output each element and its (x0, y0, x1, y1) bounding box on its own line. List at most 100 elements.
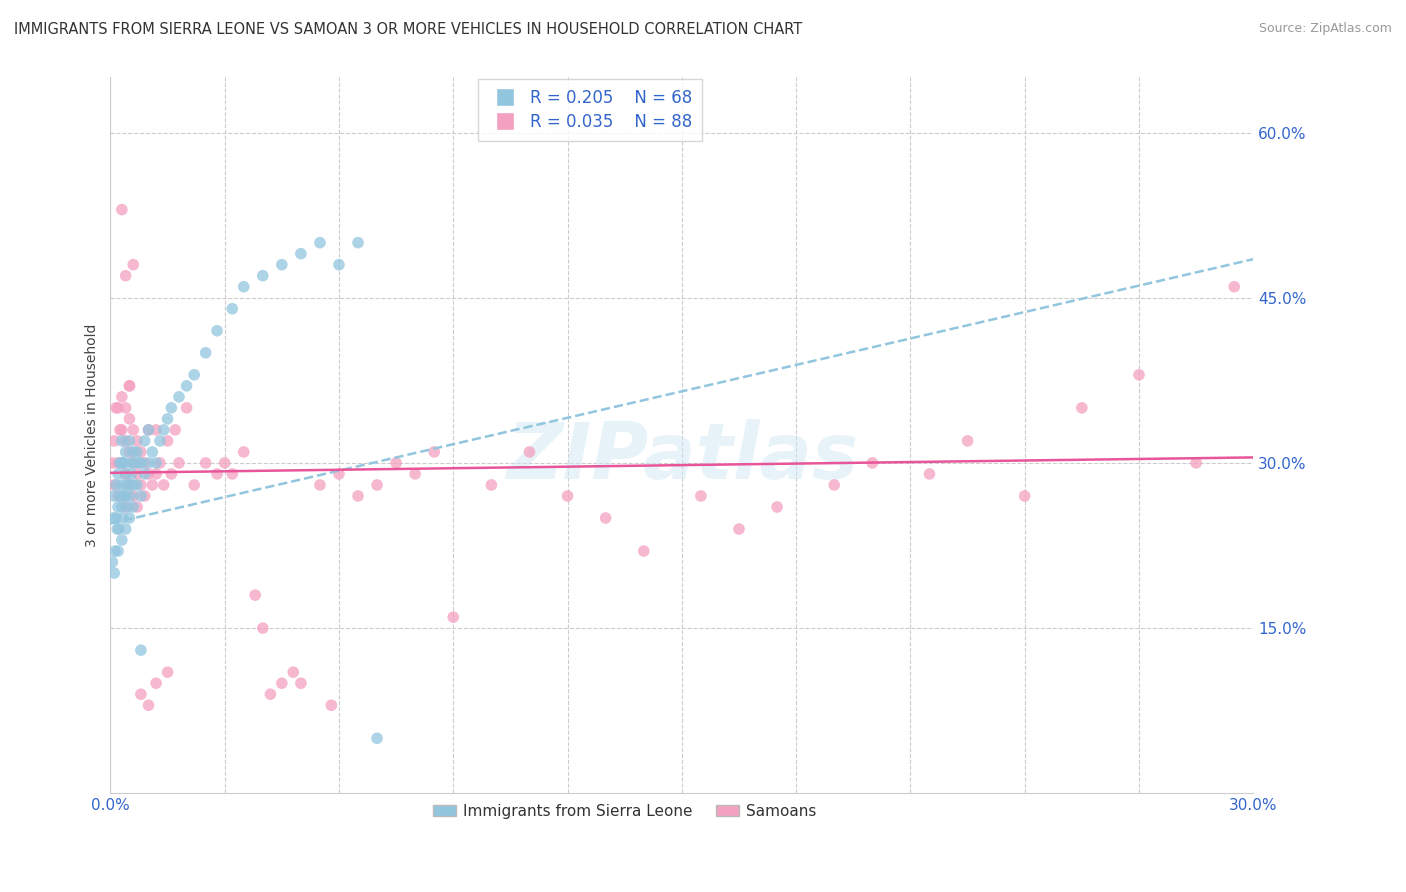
Point (114, 401, 136, 415)
Point (283, 665, 305, 680)
Point (557, 489, 579, 503)
Point (118, 434, 141, 448)
Point (114, 268, 136, 283)
Point (232, 445, 254, 459)
Point (108, 423, 131, 437)
Point (115, 478, 138, 492)
Point (385, 456, 408, 470)
Point (120, 467, 142, 481)
Point (112, 489, 135, 503)
Point (111, 456, 134, 470)
Point (125, 500, 148, 514)
Point (183, 478, 205, 492)
Point (145, 467, 167, 481)
Point (1128, 368, 1150, 382)
Point (160, 401, 183, 415)
Point (176, 379, 198, 393)
Point (114, 489, 136, 503)
Point (152, 478, 174, 492)
Point (111, 202, 134, 217)
Point (221, 301, 243, 316)
Point (122, 258, 145, 272)
Text: ZIPatlas: ZIPatlas (506, 419, 858, 495)
Point (101, 456, 124, 470)
Point (114, 522, 136, 536)
Point (156, 665, 179, 680)
Point (105, 401, 128, 415)
Point (595, 511, 617, 525)
Point (138, 423, 160, 437)
Point (167, 456, 190, 470)
Point (111, 533, 134, 547)
Point (114, 445, 136, 459)
Point (728, 522, 751, 536)
Point (149, 456, 172, 470)
Text: IMMIGRANTS FROM SIERRA LEONE VS SAMOAN 3 OR MORE VEHICLES IN HOUSEHOLD CORRELATI: IMMIGRANTS FROM SIERRA LEONE VS SAMOAN 3… (14, 22, 803, 37)
Point (111, 511, 134, 525)
Point (519, 445, 541, 459)
Point (107, 456, 129, 470)
Point (141, 478, 163, 492)
Point (214, 456, 236, 470)
Point (108, 456, 131, 470)
Point (270, 258, 292, 272)
Point (107, 401, 129, 415)
Point (111, 434, 134, 448)
Point (125, 478, 148, 492)
Point (129, 643, 152, 657)
Point (479, 478, 502, 492)
Point (118, 511, 141, 525)
Point (141, 445, 163, 459)
Point (221, 467, 243, 481)
Point (290, 676, 312, 690)
Point (122, 478, 145, 492)
Point (122, 423, 145, 437)
Point (105, 511, 128, 525)
Point (129, 445, 152, 459)
Point (118, 412, 141, 426)
Point (118, 478, 141, 492)
Point (633, 544, 655, 558)
Point (107, 489, 129, 503)
Point (138, 698, 160, 713)
Point (122, 456, 145, 470)
Point (138, 467, 160, 481)
Point (111, 423, 134, 437)
Point (167, 390, 190, 404)
Point (328, 258, 350, 272)
Point (1014, 489, 1036, 503)
Point (138, 456, 160, 470)
Point (107, 500, 129, 514)
Point (366, 478, 388, 492)
Point (309, 478, 332, 492)
Point (252, 621, 274, 635)
Point (134, 489, 156, 503)
Point (156, 412, 179, 426)
Point (1223, 279, 1246, 293)
Point (107, 467, 129, 481)
Point (101, 555, 124, 569)
Point (118, 445, 141, 459)
Point (111, 478, 134, 492)
Point (149, 434, 172, 448)
Point (114, 500, 136, 514)
Point (111, 456, 134, 470)
Point (103, 434, 125, 448)
Point (108, 489, 131, 503)
Point (176, 401, 198, 415)
Point (205, 467, 228, 481)
Point (114, 434, 136, 448)
Point (129, 489, 152, 503)
Point (347, 235, 370, 250)
Point (270, 676, 292, 690)
Point (105, 478, 128, 492)
Point (145, 676, 167, 690)
Point (112, 456, 135, 470)
Point (122, 445, 145, 459)
Point (347, 489, 370, 503)
Point (243, 588, 266, 602)
Point (129, 478, 152, 492)
Point (111, 489, 134, 503)
Point (152, 423, 174, 437)
Point (1070, 401, 1092, 415)
